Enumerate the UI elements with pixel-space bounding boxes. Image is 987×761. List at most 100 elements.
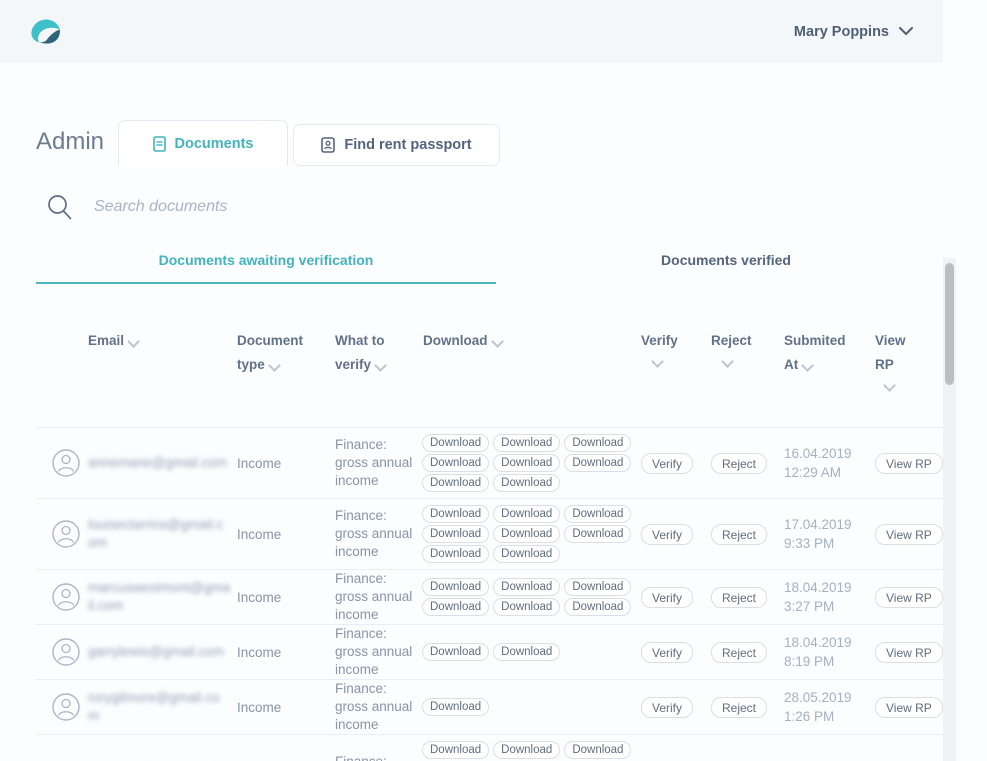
submitted-at: 18.04.2019 8:19 PM — [780, 633, 871, 671]
download-button[interactable]: Download — [564, 578, 632, 596]
column-header-verify: Verify — [637, 329, 682, 389]
main-tabs: Documents Find rent passport — [118, 120, 500, 166]
reject-button[interactable]: Reject — [711, 452, 768, 474]
download-button[interactable]: Download — [564, 505, 632, 523]
chevron-down-icon — [899, 27, 913, 35]
download-button[interactable]: Download — [422, 454, 490, 472]
search-input[interactable] — [94, 198, 514, 216]
download-button[interactable]: Download — [493, 505, 561, 523]
email-text: marcuswestmont@gmail.com — [88, 580, 230, 613]
document-icon — [152, 135, 166, 152]
email-text: garrylewis@gmail.com — [88, 644, 224, 659]
submitted-date: 18.04.2019 — [784, 580, 852, 595]
download-button[interactable]: Download — [493, 454, 561, 472]
subtab-verified[interactable]: Documents verified — [661, 252, 791, 268]
scrollbar-track[interactable] — [943, 258, 956, 761]
sort-chevron-icon[interactable] — [723, 355, 731, 363]
table-body: annemarie@gmail.com Income Finance: gros… — [36, 427, 943, 761]
document-type: Income — [237, 644, 282, 660]
verify-button[interactable]: Verify — [641, 641, 694, 663]
sort-chevron-icon[interactable] — [803, 359, 811, 367]
documents-table: Email Document type What to verify Downl… — [36, 284, 943, 761]
sort-chevron-icon[interactable] — [270, 359, 278, 367]
reject-button[interactable]: Reject — [711, 586, 768, 608]
download-button[interactable]: Download — [564, 598, 632, 616]
top-bar: Mary Poppins — [0, 0, 943, 63]
sort-chevron-icon[interactable] — [885, 379, 893, 387]
download-button[interactable]: Download — [422, 598, 490, 616]
page-title: Admin — [36, 128, 105, 155]
download-button[interactable]: Download — [493, 578, 561, 596]
download-button[interactable]: Download — [493, 643, 561, 661]
brand-logo[interactable] — [30, 18, 64, 45]
download-button[interactable]: Download — [422, 643, 490, 661]
download-button[interactable]: Download — [493, 434, 561, 452]
table-row: rorygilmore@gmail.com Income Finance: gr… — [36, 679, 943, 734]
email-cell: garrylewis@gmail.com — [36, 630, 232, 674]
submitted-time: 1:26 PM — [784, 709, 835, 724]
email-text: louiseclarrins@gmail.com — [88, 517, 224, 550]
download-button[interactable]: Download — [493, 474, 561, 492]
download-button[interactable]: Download — [422, 545, 490, 563]
what-to-verify: Finance: gross annual income — [331, 753, 419, 761]
sort-chevron-icon[interactable] — [493, 335, 501, 343]
download-button[interactable]: Download — [493, 545, 561, 563]
view-rp-button[interactable]: View RP — [875, 452, 943, 474]
submitted-date: 16.04.2019 — [784, 446, 852, 461]
download-button[interactable]: Download — [422, 741, 490, 759]
verify-button[interactable]: Verify — [641, 586, 694, 608]
tab-documents[interactable]: Documents — [118, 120, 288, 166]
view-rp-button[interactable]: View RP — [875, 586, 943, 608]
sort-chevron-icon[interactable] — [376, 359, 384, 367]
sort-chevron-icon[interactable] — [129, 335, 137, 343]
column-header-reject: Reject — [707, 329, 755, 389]
reject-button[interactable]: Reject — [711, 523, 768, 545]
download-buttons: Download — [419, 692, 637, 722]
download-buttons: DownloadDownloadDownloadDownloadDownload… — [419, 735, 637, 761]
email-cell: marcuswestmont@gmail.com — [36, 571, 232, 623]
reject-button[interactable]: Reject — [711, 696, 768, 718]
download-button[interactable]: Download — [422, 578, 490, 596]
tab-find-rent-passport[interactable]: Find rent passport — [293, 124, 500, 166]
column-header-download: Download — [419, 329, 637, 389]
download-button[interactable]: Download — [493, 525, 561, 543]
view-rp-button[interactable]: View RP — [875, 696, 943, 718]
verify-button[interactable]: Verify — [641, 523, 694, 545]
search-row — [0, 166, 943, 228]
scrollbar-thumb[interactable] — [945, 263, 954, 385]
passport-icon — [321, 137, 336, 153]
reject-button[interactable]: Reject — [711, 641, 768, 663]
tab-documents-label: Documents — [174, 135, 254, 152]
download-button[interactable]: Download — [493, 741, 561, 759]
verify-button[interactable]: Verify — [641, 696, 694, 718]
download-button[interactable]: Download — [422, 505, 490, 523]
verification-subtabs: Documents awaiting verification Document… — [36, 244, 943, 284]
download-button[interactable]: Download — [564, 741, 632, 759]
avatar-icon — [52, 638, 80, 666]
verify-button[interactable]: Verify — [641, 452, 694, 474]
download-button[interactable]: Download — [564, 525, 632, 543]
sort-chevron-icon[interactable] — [653, 355, 661, 363]
what-to-verify: Finance: gross annual income — [335, 571, 413, 622]
download-button[interactable]: Download — [422, 698, 490, 716]
table-row: louiseclarrins@gmail.com Income Finance:… — [36, 498, 943, 569]
column-header-submitted-at: Submited At — [784, 333, 846, 372]
download-button[interactable]: Download — [422, 434, 490, 452]
document-type: Income — [237, 455, 282, 471]
view-rp-button[interactable]: View RP — [875, 641, 943, 663]
document-type: Income — [237, 526, 282, 542]
download-button[interactable]: Download — [493, 598, 561, 616]
download-button[interactable]: Download — [564, 434, 632, 452]
download-button[interactable]: Download — [422, 474, 490, 492]
subtab-awaiting-verification[interactable]: Documents awaiting verification — [36, 244, 496, 284]
download-button[interactable]: Download — [422, 525, 490, 543]
view-rp-button[interactable]: View RP — [875, 523, 943, 545]
user-menu[interactable]: Mary Poppins — [794, 24, 913, 40]
submitted-time: 8:19 PM — [784, 654, 835, 669]
download-button[interactable]: Download — [564, 454, 632, 472]
document-type: Income — [237, 699, 282, 715]
column-header-document-type: Document type — [237, 333, 304, 372]
